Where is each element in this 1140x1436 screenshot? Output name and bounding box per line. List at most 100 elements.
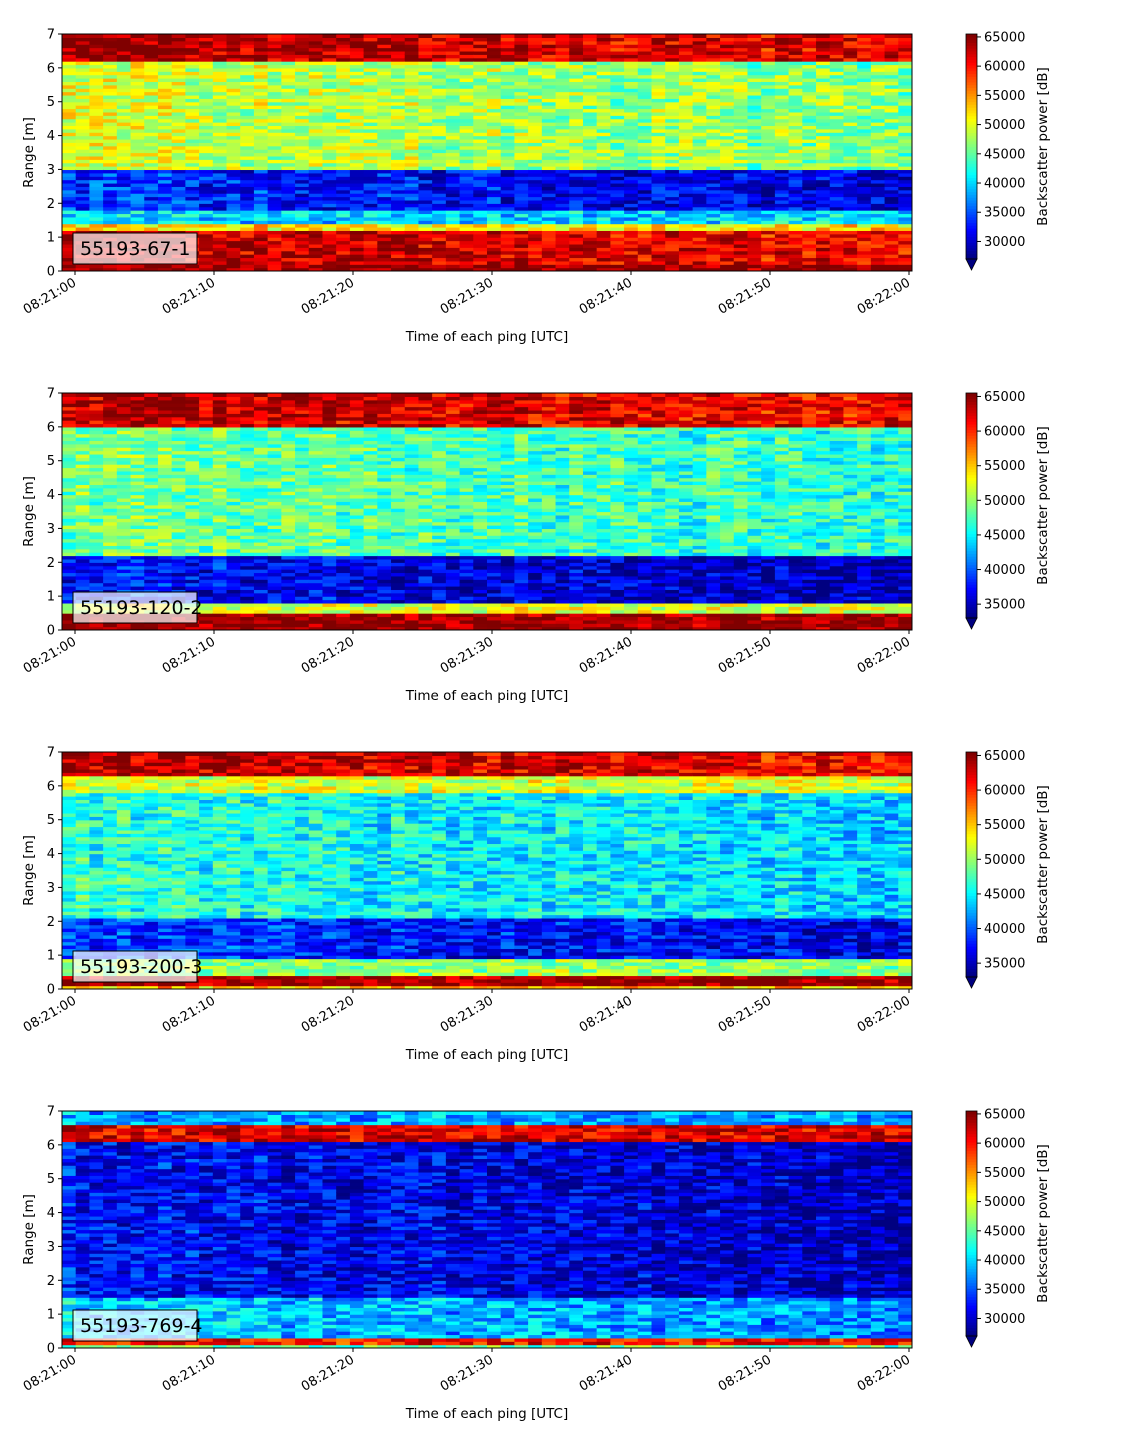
heatmap-cell [336,172,351,177]
heatmap-cell [199,142,214,147]
heatmap-cell [103,403,118,408]
heatmap-cell [637,98,653,103]
heatmap-cell [637,233,653,238]
heatmap-cell [514,115,529,120]
heatmap-cell [843,182,858,187]
heatmap-cell [870,182,886,187]
heatmap-cell [487,233,502,238]
heatmap-cell [226,264,241,269]
heatmap-cell [377,138,392,143]
heatmap-cell [391,206,406,211]
heatmap-cell [267,122,282,127]
heatmap-cell [500,196,516,201]
heatmap-cell [802,216,817,221]
heatmap-cell [336,226,351,231]
heatmap-cell [171,94,186,99]
heatmap-cell [720,101,735,106]
heatmap-cell [665,67,680,72]
heatmap-cell [130,403,145,408]
heatmap-cell [144,437,159,441]
heatmap-cell [678,223,694,228]
heatmap-cell [459,176,474,181]
heatmap-cell [692,189,707,194]
heatmap-cell [75,406,91,411]
heatmap-cell [253,142,269,147]
heatmap-cell [733,142,749,147]
heatmap-cell [75,501,91,506]
heatmap-cell [199,145,214,150]
heatmap-cell [733,67,749,72]
heatmap-cell [582,260,598,265]
heatmap-cell [130,145,145,150]
heatmap-cell [199,132,214,137]
heatmap-cell [130,470,145,475]
heatmap-cell [459,162,474,167]
heatmap-cell [500,34,516,38]
heatmap-cell [774,203,790,208]
heatmap-cell [487,125,502,130]
heatmap-cell [75,78,91,82]
heatmap-cell [363,216,378,221]
heatmap-cell [295,67,310,72]
heatmap-cell [582,220,598,225]
heatmap-cell [363,64,378,69]
heatmap-cell [555,210,570,215]
heatmap-cell [144,142,159,147]
heatmap-cell [404,57,420,62]
heatmap-cell [445,54,461,59]
heatmap-cell [720,230,735,235]
heatmap-cell [541,115,557,120]
heatmap-cell [802,64,817,69]
heatmap-cell [514,101,529,106]
heatmap-cell [103,57,118,62]
heatmap-cell [569,122,584,127]
heatmap-cell [363,193,378,198]
heatmap-cell [89,430,104,435]
heatmap-cell [870,132,886,137]
heatmap-cell [281,122,296,127]
heatmap-cell [514,223,529,228]
heatmap-cell [610,172,625,177]
heatmap-cell [678,233,694,238]
heatmap-cell [555,47,570,52]
heatmap-cell [432,213,447,218]
heatmap-cell [295,78,310,82]
heatmap-cell [528,206,543,211]
heatmap-cell [747,138,762,143]
heatmap-cell [541,67,557,72]
heatmap-cell [349,260,365,265]
heatmap-cell [363,37,378,42]
heatmap-cell [843,44,858,49]
heatmap-cell [720,50,735,55]
heatmap-cell [761,254,776,259]
heatmap-cell [432,135,447,140]
heatmap-cell [473,223,488,228]
heatmap-cell [75,44,91,49]
heatmap-cell [185,88,200,93]
heatmap-cell [459,64,474,69]
colorbar-segment [966,188,977,193]
heatmap-cell [308,169,324,174]
heatmap-cell [870,199,886,204]
heatmap-cell [295,243,310,248]
heatmap-cell [336,196,351,201]
heatmap-cell [322,189,337,194]
heatmap-cell [761,203,776,208]
heatmap-cell [651,176,666,181]
heatmap-cell [898,111,912,116]
heatmap-cell [665,199,680,204]
heatmap-cell [89,223,104,228]
heatmap-cell [226,206,241,211]
heatmap-cell [733,74,749,79]
heatmap-cell [541,71,557,76]
heatmap-cell [62,413,77,418]
heatmap-cell [130,575,145,580]
heatmap-cell [157,57,173,62]
heatmap-cell [144,535,159,540]
heatmap-cell [199,254,214,259]
heatmap-cell [267,220,282,225]
heatmap-cell [706,125,721,130]
heatmap-cell [706,203,721,208]
heatmap-cell [103,206,118,211]
heatmap-cell [898,267,912,271]
